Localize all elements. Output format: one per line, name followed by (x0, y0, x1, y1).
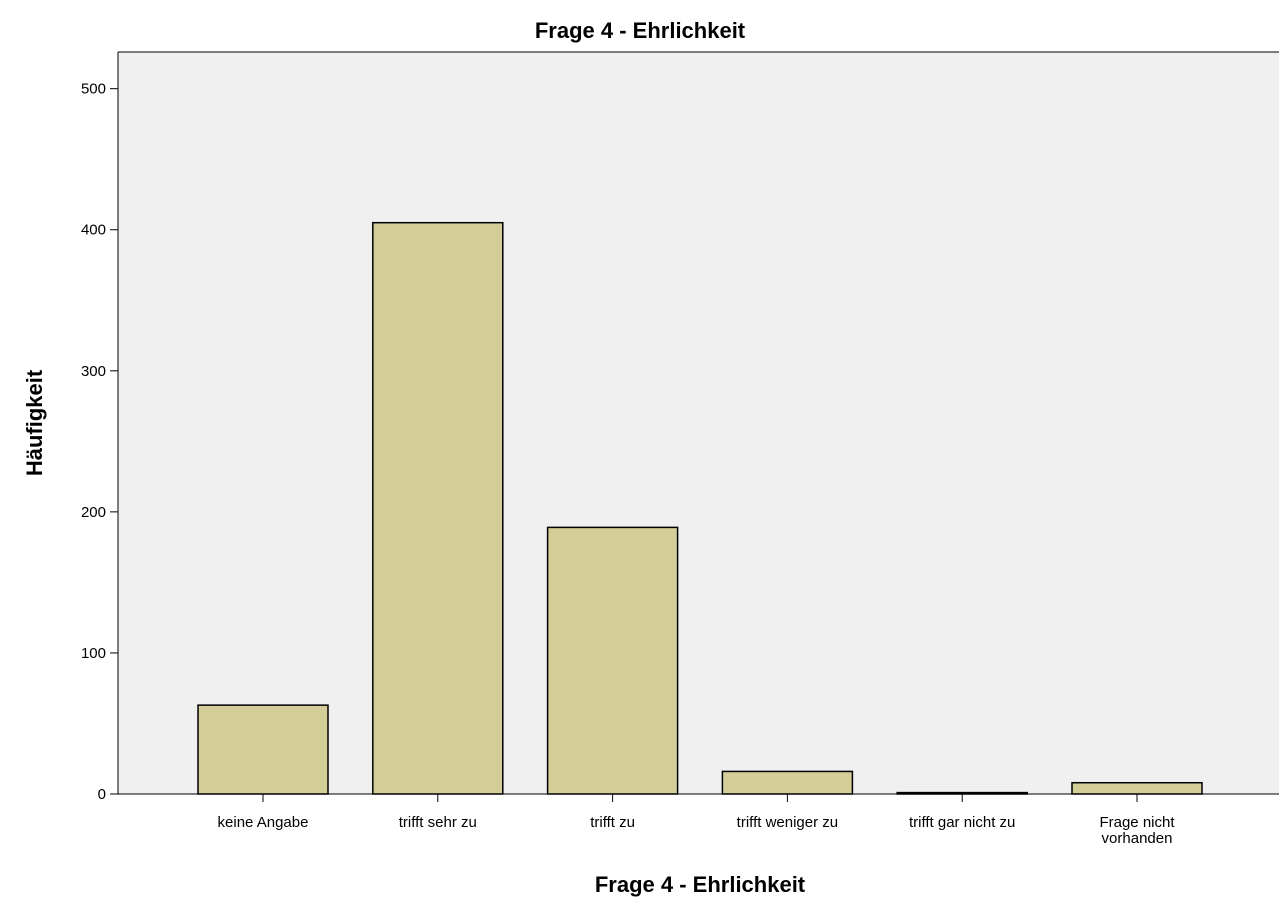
x-tick-label: trifft weniger zu (737, 814, 838, 831)
y-tick-label: 300 (81, 363, 106, 380)
x-tick-label: keine Angabe (218, 814, 309, 831)
x-tick-label: trifft zu (590, 814, 635, 831)
chart-title: Frage 4 - Ehrlichkeit (535, 18, 746, 43)
bar (372, 221, 504, 795)
y-tick-label: 500 (81, 81, 106, 98)
bar (546, 526, 679, 795)
bar (721, 770, 854, 795)
y-tick-label: 200 (81, 504, 106, 521)
x-tick-label: trifft sehr zu (399, 814, 477, 831)
x-tick-label: trifft gar nicht zu (909, 814, 1015, 831)
y-axis-title: Häufigkeit (22, 369, 47, 476)
x-tick-label: Frage nicht vorhanden (1099, 814, 1175, 847)
label-line: Frage nicht (1099, 814, 1175, 831)
y-tick-label: 400 (81, 222, 106, 239)
y-tick-label: 0 (98, 786, 106, 803)
plot-area (118, 52, 1279, 794)
x-axis-title: Frage 4 - Ehrlichkeit (595, 872, 806, 897)
label-line: vorhanden (1102, 830, 1173, 847)
y-tick-label: 100 (81, 645, 106, 662)
bar (197, 704, 329, 795)
bar (1071, 781, 1203, 795)
